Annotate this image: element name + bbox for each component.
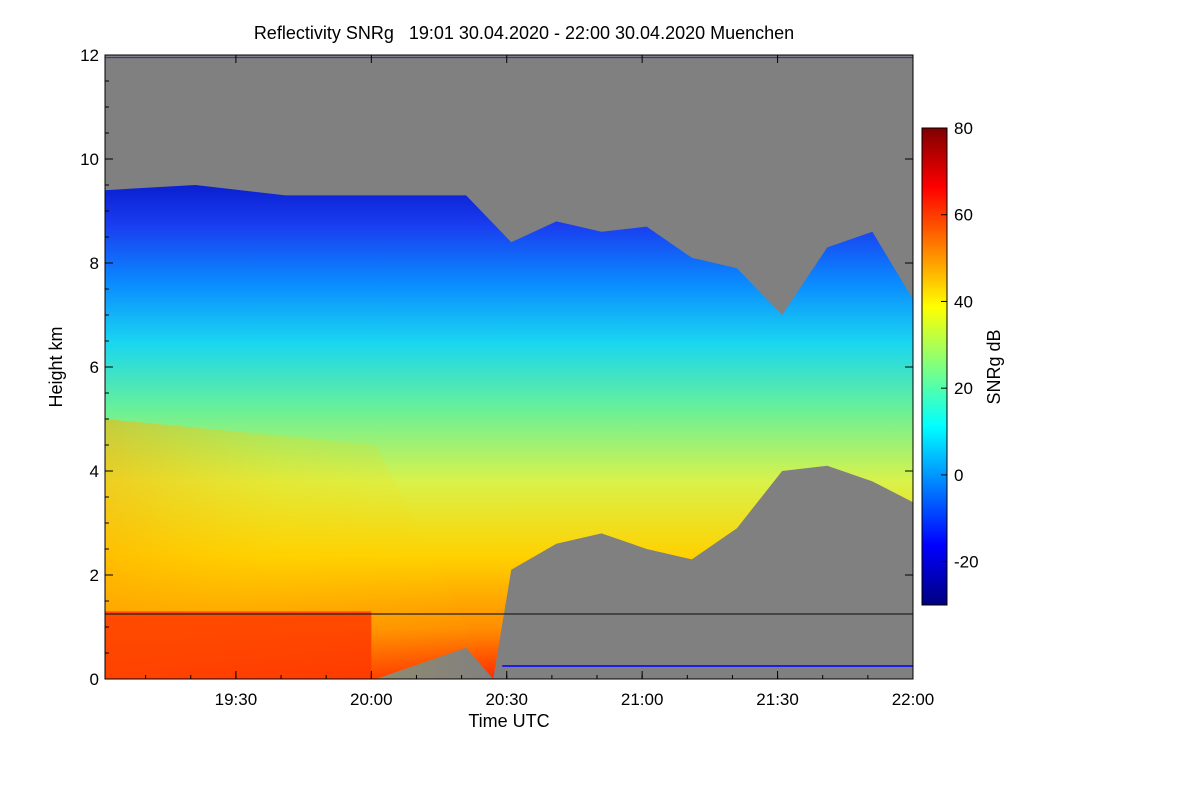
x-tick-label: 21:30 [756, 690, 799, 709]
y-tick-label: 4 [90, 462, 99, 481]
y-tick-label: 8 [90, 254, 99, 273]
colorbar-tick-label: -20 [954, 553, 979, 572]
x-tick-label: 20:00 [350, 690, 393, 709]
y-tick-label: 6 [90, 358, 99, 377]
x-tick-label: 22:00 [892, 690, 935, 709]
y-tick-label: 2 [90, 566, 99, 585]
colorbar-tick-label: 80 [954, 119, 973, 138]
colorbar-scale [921, 127, 948, 606]
plot-area [104, 54, 914, 680]
y-axis: 0 2 4 6 8 10 12 [80, 46, 913, 689]
x-axis-label: Time UTC [468, 711, 549, 731]
x-axis: 19:30 20:00 20:30 21:00 21:30 22:00 [145, 55, 935, 709]
y-tick-label: 12 [80, 46, 99, 65]
y-tick-label: 0 [90, 670, 99, 689]
surface-echo-band [105, 611, 372, 679]
x-tick-label: 19:30 [215, 690, 258, 709]
colorbar: -20 0 20 40 60 80 SNRg dB [921, 119, 1004, 606]
y-tick-label: 10 [80, 150, 99, 169]
colorbar-tick-label: 60 [954, 206, 973, 225]
chart-title: Reflectivity SNRg 19:01 30.04.2020 - 22:… [254, 23, 794, 43]
colorbar-tick-label: 0 [954, 466, 963, 485]
colorbar-label: SNRg dB [984, 329, 1004, 404]
x-tick-label: 20:30 [485, 690, 528, 709]
x-tick-label: 21:00 [621, 690, 664, 709]
y-axis-label: Height km [46, 326, 66, 407]
colorbar-tick-label: 20 [954, 379, 973, 398]
colorbar-tick-label: 40 [954, 292, 973, 311]
colorbar-ticks: -20 0 20 40 60 80 [941, 119, 979, 572]
